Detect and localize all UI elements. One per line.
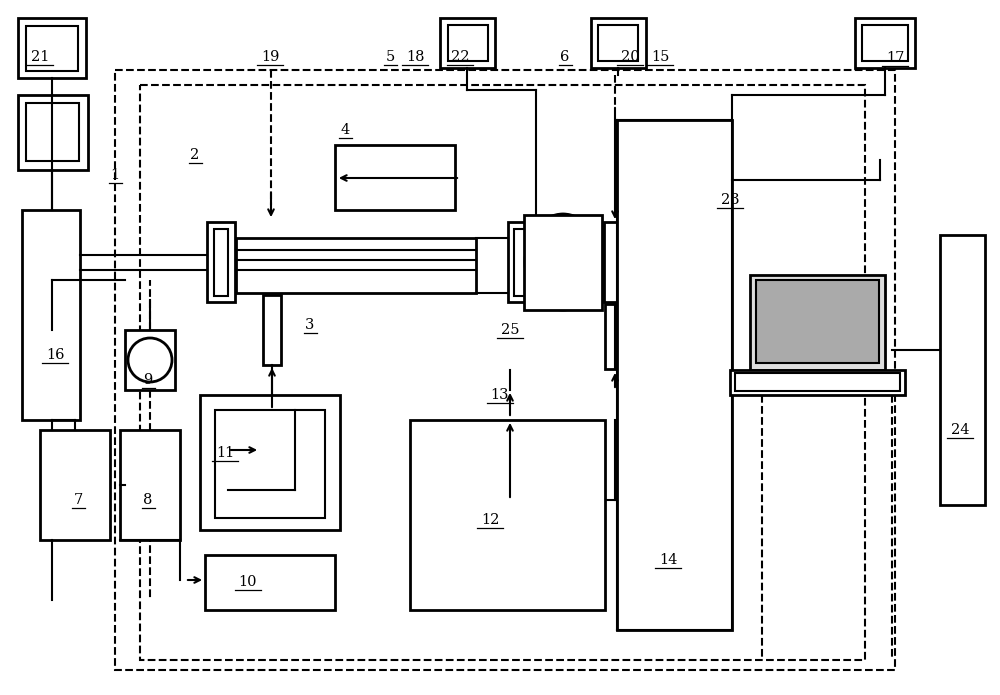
Bar: [598, 25, 638, 61]
Text: 17: 17: [886, 51, 904, 65]
Bar: [508, 222, 536, 302]
Bar: [604, 222, 626, 302]
Text: 8: 8: [143, 493, 153, 507]
Text: 1: 1: [110, 168, 120, 182]
Bar: [730, 370, 905, 395]
Text: 7: 7: [73, 493, 83, 507]
Bar: [448, 25, 488, 61]
Bar: [26, 26, 78, 71]
Text: 3: 3: [305, 318, 315, 332]
Text: 4: 4: [340, 123, 350, 137]
Bar: [125, 330, 175, 390]
Text: 16: 16: [46, 348, 64, 362]
Bar: [617, 120, 732, 630]
Ellipse shape: [525, 214, 601, 310]
Text: 25: 25: [501, 323, 519, 337]
Bar: [120, 430, 180, 540]
Bar: [115, 70, 895, 670]
Bar: [591, 18, 646, 68]
Bar: [40, 430, 110, 540]
Bar: [855, 18, 915, 68]
Text: 6: 6: [560, 50, 570, 64]
Text: 19: 19: [261, 50, 279, 64]
Bar: [335, 145, 455, 210]
Text: 23: 23: [721, 193, 739, 207]
Bar: [263, 295, 281, 365]
Bar: [26, 103, 79, 161]
Bar: [140, 85, 865, 660]
Text: 18: 18: [406, 50, 424, 64]
Text: 11: 11: [216, 446, 234, 460]
Bar: [200, 395, 340, 530]
Text: 5: 5: [385, 50, 395, 64]
Text: 20: 20: [621, 50, 639, 64]
Bar: [22, 210, 80, 420]
Bar: [735, 373, 900, 391]
Circle shape: [128, 338, 172, 382]
Text: 10: 10: [239, 575, 257, 589]
Bar: [410, 420, 605, 610]
Bar: [514, 229, 528, 296]
Text: 15: 15: [651, 50, 669, 64]
Bar: [215, 410, 325, 518]
Text: 12: 12: [481, 513, 499, 527]
Bar: [862, 25, 908, 61]
Bar: [18, 95, 88, 170]
Bar: [18, 18, 86, 78]
Bar: [524, 215, 602, 310]
Bar: [756, 280, 879, 363]
Bar: [205, 555, 335, 610]
Text: 24: 24: [951, 423, 969, 437]
Bar: [605, 304, 625, 369]
Bar: [214, 229, 228, 296]
Text: 21: 21: [31, 50, 49, 64]
Text: 9: 9: [143, 373, 153, 387]
Text: 13: 13: [491, 388, 509, 402]
Text: 2: 2: [190, 148, 200, 162]
Text: 22: 22: [451, 50, 469, 64]
Bar: [440, 18, 495, 68]
Bar: [236, 238, 476, 293]
Text: 14: 14: [659, 553, 677, 567]
Bar: [207, 222, 235, 302]
Bar: [750, 275, 885, 370]
Bar: [940, 235, 985, 505]
